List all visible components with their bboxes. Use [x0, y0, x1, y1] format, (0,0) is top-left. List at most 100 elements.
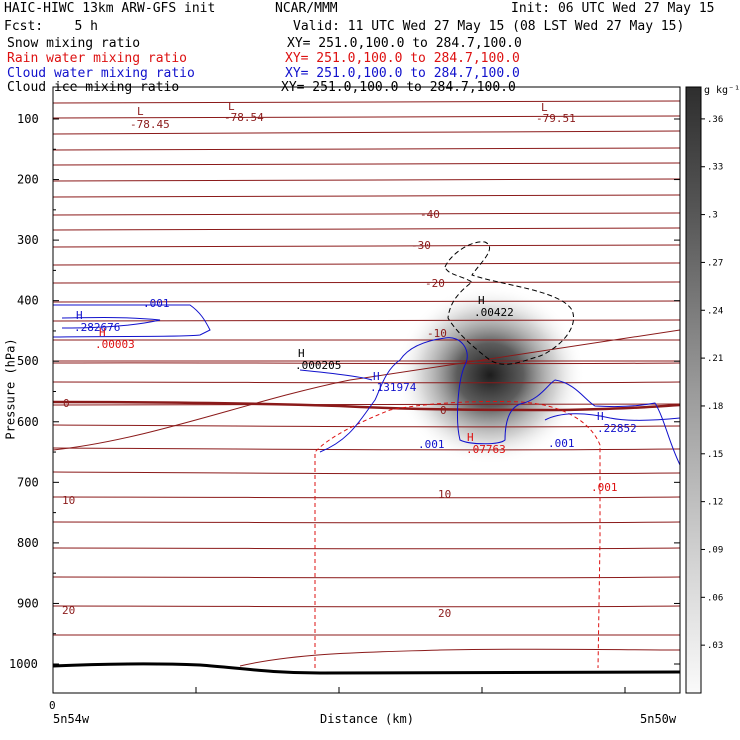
isotherm-label: -10 — [427, 327, 447, 340]
isotherm-label: 10 — [62, 494, 75, 507]
isotherm-line — [53, 576, 680, 579]
extremum-marker: H — [597, 410, 604, 423]
y-tick-label: 500 — [17, 354, 39, 368]
y-tick-label: 300 — [17, 233, 39, 247]
isotherm-line — [53, 403, 680, 406]
field-snow-xy: XY= 251.0,100.0 to 284.7,100.0 — [287, 36, 522, 51]
isotherm-line — [53, 227, 680, 231]
isotherm-line — [53, 100, 680, 104]
colorbar-tick-label: .06 — [707, 593, 723, 603]
extremum-value: .00422 — [474, 306, 514, 319]
field-rain-xy: XY= 251.0,100.0 to 284.7,100.0 — [285, 51, 520, 66]
colorbar-tick-label: .21 — [707, 354, 723, 364]
colorbar-tick-label: .24 — [707, 306, 723, 316]
x-end-label: 5n50w — [640, 712, 677, 726]
colorbar-tick-label: .18 — [707, 402, 723, 412]
isotherm-line — [53, 130, 680, 135]
colorbar-tick-label: .15 — [707, 450, 723, 460]
isotherm-label: 10 — [438, 488, 451, 501]
extremum-marker: H — [99, 326, 106, 339]
y-tick-label: 600 — [17, 415, 39, 429]
field-cloudwater-label: Cloud water mixing ratio — [7, 66, 195, 81]
x-start-label: 5n54w — [53, 712, 90, 726]
colorbar-tick-label: .27 — [707, 258, 723, 268]
extremum-value: .07763 — [466, 443, 506, 456]
extremum-marker: H — [76, 309, 83, 322]
colorbar-tick-label: .03 — [707, 641, 723, 651]
extremum-marker: L — [541, 101, 548, 114]
y-tick-label: 700 — [17, 475, 39, 489]
extremum-marker: H — [298, 347, 305, 360]
isotherm-line — [53, 194, 680, 198]
plot-frame — [52, 86, 681, 694]
cloud-water-contour-center — [319, 337, 680, 466]
isotherm-line — [53, 212, 680, 216]
colorbar-tick-label: .12 — [707, 498, 723, 508]
field-snow-label: Snow mixing ratio — [7, 36, 141, 51]
field-cloudwater-xy: XY= 251.0,100.0 to 284.7,100.0 — [285, 66, 520, 81]
distance-axis: 0 — [49, 687, 626, 712]
isotherm-line — [53, 244, 680, 248]
isotherm-line — [53, 319, 680, 322]
isotherm-line — [53, 178, 680, 182]
freezing-level-line — [53, 400, 680, 412]
y-axis-title: Pressure (hPa) — [3, 338, 18, 440]
extremum-value: -78.45 — [130, 118, 170, 131]
isotherm-line — [239, 648, 680, 667]
isotherm-line — [53, 300, 680, 303]
valid-time: Valid: 11 UTC Wed 27 May 15 (08 LST Wed … — [293, 19, 685, 34]
isotherm-line — [53, 262, 680, 266]
cloud-water-contour-center-left — [299, 369, 373, 381]
center-label: NCAR/MMM — [275, 1, 338, 16]
isotherm-label: 0 — [440, 404, 447, 417]
extremum-marker: H — [373, 370, 380, 383]
colorbar-tick-label: .3 — [707, 211, 718, 221]
terrain-line — [53, 662, 680, 675]
y-tick-label: 800 — [17, 536, 39, 550]
extremum-value: .282676 — [74, 321, 120, 334]
colorbar-rect — [685, 86, 702, 694]
forecast-hour: Fcst: 5 h — [4, 19, 98, 34]
y-tick-label: 400 — [17, 294, 39, 308]
isotherm-line — [53, 147, 680, 151]
colorbar: .36 .33 .3 .27 .24 .21 .18 .15 .12 .09 .06 .03 — [685, 86, 723, 694]
colorbar-tick-label: .33 — [707, 163, 723, 173]
x-axis-title: Distance (km) — [320, 712, 414, 726]
isotherm-line — [53, 281, 680, 284]
isotherm-label: -30 — [411, 239, 431, 252]
isotherm-line — [53, 329, 680, 451]
colorbar-unit: g kg⁻¹ — [704, 85, 740, 96]
isotherm-line — [53, 447, 680, 451]
extremum-marker: H — [478, 294, 485, 307]
isotherm-line — [53, 605, 680, 608]
isotherm-line — [53, 547, 680, 550]
extremum-value: -78.54 — [224, 111, 264, 124]
isotherm-line — [53, 115, 680, 119]
extremum-marker: H — [467, 431, 474, 444]
extremum-marker: L — [228, 100, 235, 113]
snow-max-shading — [395, 285, 585, 465]
isotherm-label: 20 — [62, 604, 75, 617]
extremum-value: .000205 — [295, 359, 341, 372]
rain-water-contour — [314, 400, 601, 669]
isotherm-line — [53, 424, 680, 428]
contour-label: .001 — [418, 438, 445, 451]
cloud-water-contour-left — [53, 304, 211, 338]
extremum-value: -79.51 — [536, 112, 576, 125]
extremum-marker: L — [137, 105, 144, 118]
y-tick-label: 200 — [17, 173, 39, 187]
isotherm-line — [53, 496, 680, 499]
contour-label: .001 — [548, 437, 575, 450]
extremum-value: .00003 — [95, 338, 135, 351]
cloud-water-contour-left-inner — [61, 317, 161, 329]
model-title: HAIC-HIWC 13km ARW-GFS init — [4, 1, 216, 16]
isotherm-label: -40 — [420, 208, 440, 221]
isotherm-line — [53, 471, 680, 475]
isotherm-label: 20 — [438, 607, 451, 620]
x-tick-label: 0 — [49, 699, 56, 712]
isotherm-line — [53, 162, 680, 166]
colorbar-tick-label: .36 — [707, 115, 723, 125]
